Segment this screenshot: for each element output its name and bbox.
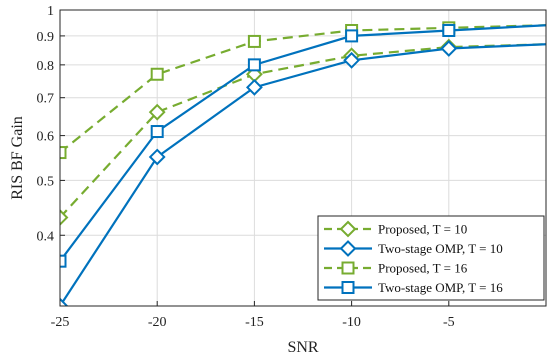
- data-point: [148, 148, 166, 166]
- ticks: -25 -20 -15 -10 -5 0.4 0.5 0.6 0.7 0.8 0.9 1: [37, 4, 455, 330]
- legend: Proposed, T = 10 Two-stage OMP, T = 10 Pro…: [317, 215, 545, 301]
- legend-entry: Proposed, T = 10: [324, 220, 467, 238]
- data-point: [440, 40, 458, 57]
- series-line: [60, 43, 546, 306]
- legend-swatch-marker: [341, 261, 355, 275]
- data-point: [148, 103, 166, 121]
- data-point: [60, 297, 69, 306]
- series-line: [60, 24, 546, 262]
- series-line: [60, 24, 546, 154]
- y-tick-label: 0.6: [37, 130, 55, 145]
- series-layer: [60, 21, 546, 306]
- data-point: [247, 58, 261, 72]
- y-tick-label: 1: [47, 4, 54, 19]
- data-point: [60, 209, 69, 226]
- data-point: [247, 34, 261, 48]
- x-tick-label: -25: [51, 315, 70, 330]
- data-point: [343, 51, 361, 69]
- legend-label: Proposed, T = 10: [378, 222, 467, 237]
- y-tick-label: 0.5: [37, 174, 55, 189]
- x-tick-label: -5: [443, 315, 455, 330]
- data-point: [442, 23, 456, 37]
- data-point: [150, 125, 164, 139]
- x-axis-label: SNR: [287, 339, 318, 356]
- legend-swatch-marker: [339, 220, 357, 238]
- x-tick-label: -15: [245, 315, 264, 330]
- x-tick-label: -20: [148, 315, 167, 330]
- y-tick-label: 0.9: [37, 30, 55, 45]
- data-point: [60, 254, 67, 268]
- series-3: [60, 21, 546, 160]
- y-tick-label: 0.7: [37, 92, 55, 107]
- y-tick-label: 0.8: [37, 59, 55, 74]
- series-4: [60, 23, 546, 268]
- legend-label: Proposed, T = 16: [378, 261, 468, 276]
- y-axis-label: RIS BF Gain: [9, 116, 26, 200]
- series-2: [60, 40, 546, 306]
- legend-entry: Proposed, T = 16: [324, 261, 468, 276]
- series-line: [60, 43, 546, 219]
- legend-entry: Two-stage OMP, T = 16: [324, 280, 503, 295]
- series-1: [60, 38, 546, 226]
- y-tick-label: 0.4: [37, 229, 55, 244]
- legend-entry: Two-stage OMP, T = 10: [324, 240, 503, 257]
- data-point: [345, 29, 359, 43]
- legend-label: Two-stage OMP, T = 16: [378, 280, 503, 295]
- plot-frame: [59, 9, 547, 307]
- legend-label: Two-stage OMP, T = 10: [378, 241, 503, 256]
- legend-swatch-marker: [341, 281, 355, 294]
- data-point: [150, 67, 164, 81]
- legend-swatch-marker: [339, 240, 357, 257]
- x-tick-label: -10: [342, 315, 361, 330]
- data-point: [245, 78, 263, 96]
- data-point: [60, 146, 67, 160]
